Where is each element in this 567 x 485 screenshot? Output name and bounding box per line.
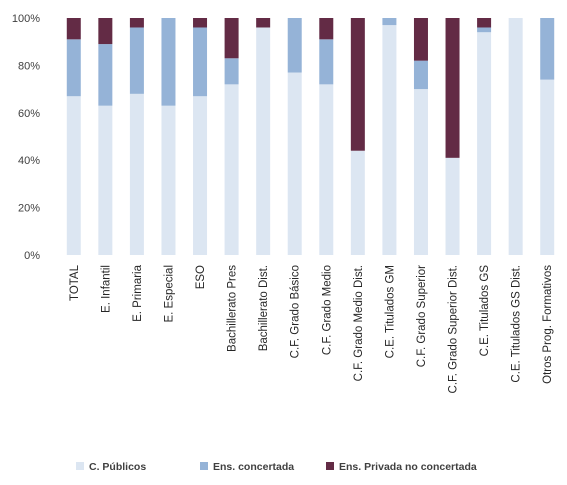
y-axis: 0% 20% 40% 60% 80% 100%: [12, 13, 40, 262]
bar-segment: [224, 58, 239, 85]
y-tick-label: 100%: [12, 13, 40, 25]
legend-swatch: [200, 462, 208, 470]
x-tick-label: E. Infantil: [100, 265, 112, 313]
x-tick-label: C.F. Grado Medio Dist.: [353, 265, 365, 381]
bar-segment: [319, 39, 334, 85]
bar-segment: [508, 18, 523, 255]
bars: [66, 18, 555, 256]
bar-segment: [66, 18, 81, 40]
bar-segment: [98, 18, 113, 45]
y-tick-label: 60%: [18, 108, 40, 120]
bar-segment: [193, 27, 208, 97]
legend-label: Ens. Privada no concertada: [339, 461, 477, 473]
y-tick-label: 0%: [24, 250, 40, 262]
bar-segment: [129, 93, 144, 255]
bar-segment: [477, 32, 492, 255]
bar-segment: [98, 105, 113, 255]
x-tick-label: E. Especial: [163, 265, 175, 323]
legend-label: C. Públicos: [89, 461, 146, 473]
y-tick-label: 80%: [18, 60, 40, 72]
bar-segment: [413, 18, 428, 61]
bar-segment: [224, 84, 239, 255]
bar-segment: [445, 157, 460, 255]
x-tick-label: C.F. Grado Básico: [290, 265, 302, 358]
bar-segment: [445, 18, 460, 158]
bar-segment: [98, 44, 113, 106]
legend: C. Públicos Ens. concertada Ens. Privada n…: [76, 461, 477, 473]
x-tick-label: C.F. Grado Superior: [416, 265, 428, 367]
x-tick-label: C.E. Titulados GS Dist.: [511, 265, 523, 383]
bar-segment: [193, 96, 208, 256]
x-tick-label: Bachillerato Dist.: [258, 265, 270, 351]
bar-segment: [319, 84, 334, 255]
bar-segment: [350, 18, 365, 151]
x-tick-label: Bachillerato Pres: [227, 265, 239, 352]
bar-segment: [161, 18, 176, 106]
bar-segment: [256, 27, 271, 256]
bar-segment: [66, 39, 81, 97]
bar-segment: [129, 27, 144, 94]
legend-swatch: [76, 462, 84, 470]
y-tick-label: 20%: [18, 203, 40, 215]
bar-segment: [193, 18, 208, 28]
bar-segment: [224, 18, 239, 59]
bar-segment: [477, 27, 492, 33]
bar-segment: [413, 89, 428, 255]
x-tick-label: C.F. Grado Superior Dist.: [448, 265, 460, 393]
x-axis: TOTAL E. Infantil E. Primaria E. Especial ES…: [69, 264, 554, 393]
bar-segment: [540, 79, 555, 256]
bar-segment: [382, 18, 397, 26]
bar-segment: [66, 96, 81, 256]
bar-segment: [319, 18, 334, 40]
bar-segment: [287, 18, 302, 73]
bar-segment: [350, 150, 365, 255]
bar-segment: [256, 18, 271, 28]
y-tick-label: 40%: [18, 155, 40, 167]
bar-segment: [382, 25, 397, 255]
bar-segment: [540, 18, 555, 80]
legend-label: Ens. concertada: [213, 461, 294, 473]
legend-swatch: [326, 462, 334, 470]
x-tick-label: E. Primaria: [132, 264, 144, 321]
x-tick-label: C.E. Titulados GM: [384, 265, 396, 358]
bar-segment: [129, 18, 144, 28]
x-tick-label: ESO: [195, 265, 207, 289]
bar-segment: [161, 105, 176, 255]
bar-segment: [413, 60, 428, 90]
x-tick-label: Otros Prog. Formativos: [542, 265, 554, 384]
bar-segment: [287, 72, 302, 255]
x-tick-label: C.F. Grado Medio: [321, 265, 333, 355]
x-tick-label: C.E. Titulados GS: [479, 265, 491, 357]
x-tick-label: TOTAL: [69, 264, 81, 301]
bar-segment: [477, 18, 492, 28]
